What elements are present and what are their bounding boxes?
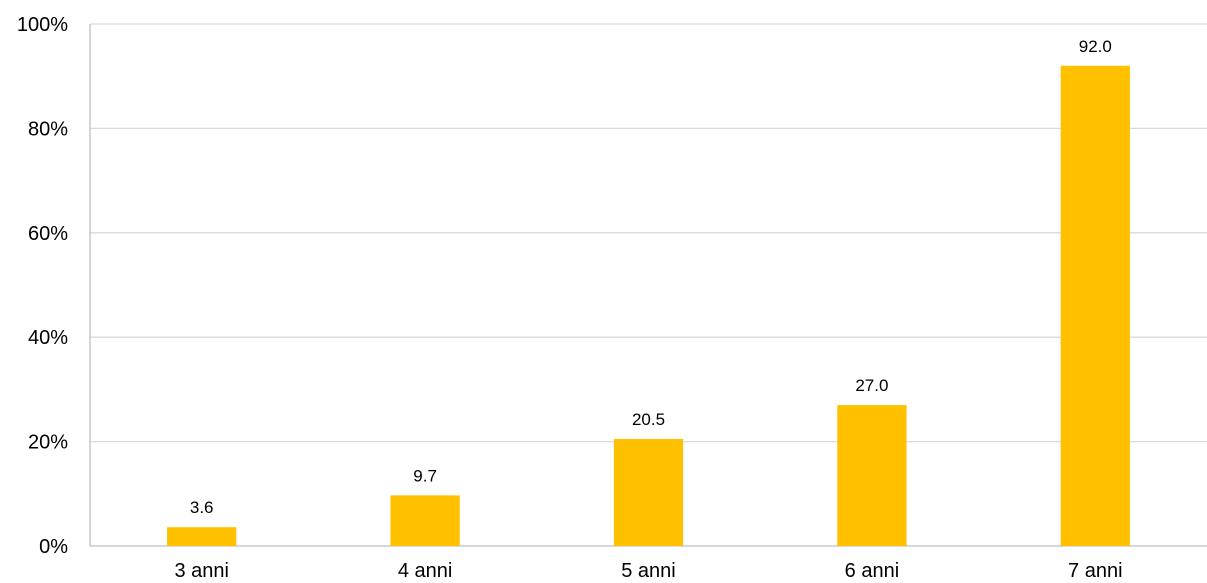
data-label: 20.5: [632, 410, 665, 429]
data-label: 92.0: [1079, 37, 1112, 56]
bar: [390, 495, 460, 546]
x-axis-tick-labels: 3 anni 4 anni 5 anni 6 anni 7 anni: [174, 560, 1122, 582]
y-tick-label: 40%: [28, 327, 68, 349]
x-tick-label: 7 anni: [1068, 560, 1123, 582]
y-tick-label: 80%: [28, 118, 68, 140]
bar: [613, 438, 684, 546]
bar: [167, 527, 237, 546]
bars: [167, 65, 1130, 546]
x-tick-label: 5 anni: [621, 560, 676, 582]
y-axis-tick-labels: 0% 20% 40% 60% 80% 100%: [17, 14, 68, 558]
x-tick-label: 6 anni: [845, 560, 900, 582]
y-tick-label: 60%: [28, 223, 68, 245]
data-label: 3.6: [190, 498, 214, 517]
data-labels: 3.6 9.7 20.5 27.0 92.0: [190, 37, 1112, 517]
data-label: 9.7: [413, 466, 437, 485]
y-tick-label: 0%: [39, 536, 68, 558]
bar: [837, 405, 907, 546]
x-tick-label: 3 anni: [174, 560, 229, 582]
bar: [1060, 65, 1130, 546]
y-tick-label: 20%: [28, 432, 68, 454]
data-label: 27.0: [855, 376, 888, 395]
y-tick-label: 100%: [17, 14, 68, 36]
gridlines: [90, 23, 1207, 443]
x-tick-label: 4 anni: [398, 560, 453, 582]
